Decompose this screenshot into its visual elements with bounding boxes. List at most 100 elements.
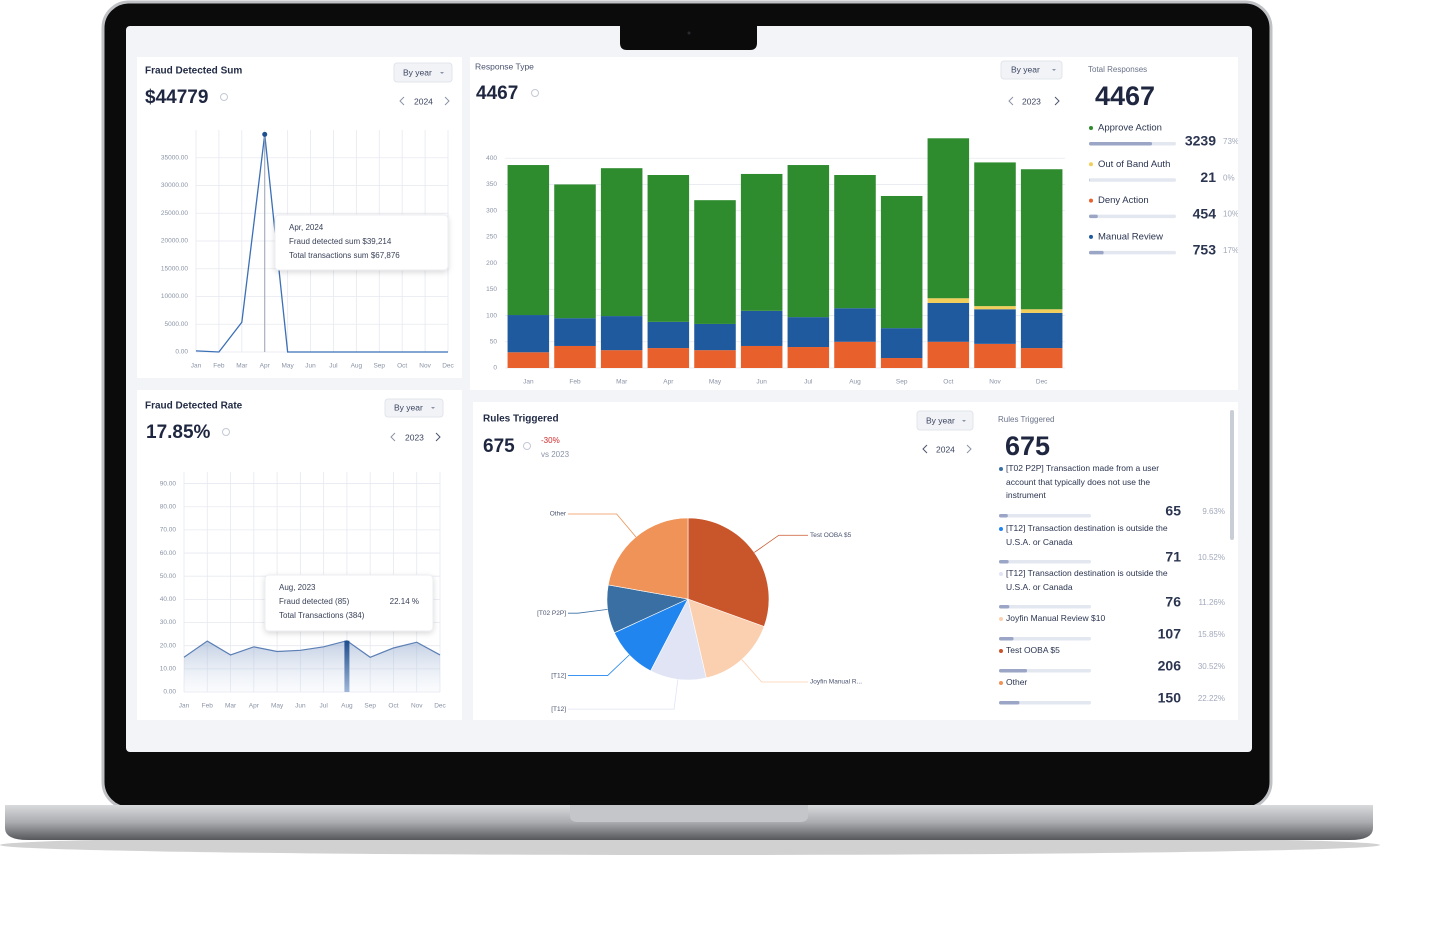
next-arrow[interactable] [966,444,972,454]
progress-track [999,701,1091,705]
bar-segment [647,348,690,368]
y-tick-label: 40.00 [160,596,177,603]
x-tick-label: Sep [364,703,376,710]
bar-segment [927,138,970,299]
pie-slice [607,517,689,600]
rule-name: Test OOBA $5 [1006,645,1060,655]
progress-bar [999,605,1010,609]
highlight-bar [344,640,350,692]
legend-dot [1089,162,1093,167]
legend-dot [999,572,1003,576]
filter-dropdown[interactable] [1000,60,1063,80]
filter-dropdown[interactable] [393,62,453,83]
y-tick-label: 200 [486,260,497,267]
progress-bar [1089,250,1104,255]
x-tick-label: Jul [804,379,813,386]
bar-segment [740,173,783,311]
leader-line [568,654,630,676]
dropdown-caret [431,407,435,409]
share: 10% [1223,210,1239,219]
legend-name: Deny Action [1098,195,1149,206]
tooltip-line: Apr, 2024 [289,223,324,232]
legend-name: Approve Action [1098,123,1162,134]
count: 3239 [1185,133,1216,149]
panel [473,402,1238,720]
x-tick-label: Jun [305,363,316,370]
progress-track [999,605,1091,609]
x-tick-label: Jun [295,703,306,710]
x-tick-label: Aug [849,379,861,386]
info-icon[interactable] [220,93,228,101]
next-arrow[interactable] [1054,96,1060,106]
bar-segment [834,341,876,368]
info-icon[interactable] [222,428,230,436]
info-icon[interactable] [523,442,531,450]
summary-total: 4467 [1095,81,1155,111]
y-tick-label: 5000.00 [165,321,189,328]
bar-segment [1020,309,1063,313]
filter-dropdown[interactable] [916,410,974,431]
progress-track [1089,250,1176,255]
bar-segment [880,195,923,329]
bar-segment [880,358,923,368]
x-tick-label: Oct [388,703,398,710]
filter-label: By year [1011,64,1040,74]
bar-segment [554,318,596,346]
period: 2024 [414,96,433,106]
share: 15.85% [1198,630,1225,639]
share: 22.22% [1198,694,1225,703]
x-tick-label: Feb [569,379,581,386]
rule-name: [T02 P2P] Transaction made from a user a… [1006,463,1160,500]
rule-name: Joyfin Manual Review $10 [1006,613,1106,623]
progress-track [999,514,1091,518]
rule-name-box: [T12] Transaction destination is outside… [1006,523,1168,547]
bar-segment [554,184,596,319]
info-icon[interactable] [531,89,539,97]
x-tick-label: Aug [351,363,363,370]
prev-arrow[interactable] [399,96,405,106]
y-tick-label: 10000.00 [161,293,188,300]
data-point [262,131,268,137]
data-line [195,134,448,353]
bar-segment [694,350,736,368]
filter-dropdown[interactable] [384,398,444,418]
x-tick-label: Jul [329,363,338,370]
scrollbar[interactable] [1230,410,1234,540]
period: 2023 [405,432,424,442]
rules-list: [T02 P2P] Transaction made from a user a… [999,463,1225,706]
bar-segment [880,328,923,359]
prev-arrow[interactable] [390,432,396,442]
next-arrow[interactable] [444,96,450,106]
next-arrow[interactable] [435,432,441,442]
headline: 675 [483,436,515,457]
leader-line [568,608,608,614]
prev-arrow[interactable] [922,444,928,454]
legend-dot [999,649,1003,653]
tooltip-line: Fraud detected (85) [279,597,350,606]
x-tick-label: Oct [943,379,953,386]
x-tick-label: Dec [442,363,454,370]
legend-dot [1089,234,1093,239]
tooltip-line: 22.14 % [390,597,419,606]
count: 206 [1158,658,1182,674]
pie-slice [687,598,765,679]
data-line [183,640,441,658]
bar-segment [787,165,830,318]
prev-arrow[interactable] [1008,96,1014,106]
tooltip [274,214,449,271]
camera-notch [620,26,757,50]
legend-dot [999,467,1003,471]
dropdown-caret [440,72,444,74]
y-tick-label: 50 [490,338,498,345]
headline: $44779 [145,87,208,108]
x-tick-label: Apr [260,363,271,370]
y-tick-label: 15000.00 [161,265,188,272]
summary-total: 675 [1005,431,1050,461]
leader-line [568,513,637,538]
bar-segment [694,323,736,351]
x-tick-label: Nov [419,363,431,370]
bar-segment [600,168,643,317]
bar-segment [1020,312,1063,349]
rule-name-box: [T12] Transaction destination is outside… [1006,568,1168,592]
bar-segment [974,309,1016,344]
